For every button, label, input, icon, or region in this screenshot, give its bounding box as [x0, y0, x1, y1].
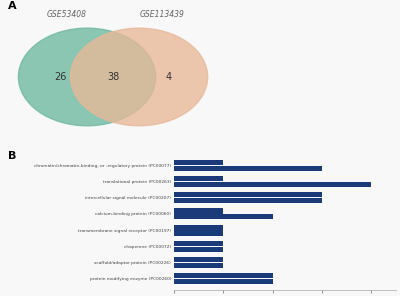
Bar: [174, 160, 223, 165]
Bar: [174, 279, 273, 284]
Circle shape: [70, 28, 208, 126]
Text: 26: 26: [54, 72, 66, 82]
Circle shape: [18, 28, 156, 126]
Bar: [174, 225, 223, 230]
Bar: [174, 263, 223, 268]
Text: GSE53408: GSE53408: [46, 10, 86, 19]
Bar: [174, 198, 322, 203]
Text: GSE113439: GSE113439: [140, 10, 184, 19]
Text: A: A: [8, 1, 17, 12]
Bar: [174, 165, 322, 171]
Bar: [174, 208, 223, 214]
Text: 38: 38: [107, 72, 119, 82]
Bar: [174, 214, 273, 219]
Bar: [174, 192, 322, 197]
Text: B: B: [8, 151, 16, 161]
Bar: [174, 273, 273, 279]
Bar: [174, 247, 223, 252]
Bar: [174, 176, 223, 181]
Text: 4: 4: [165, 72, 171, 82]
Bar: [174, 230, 223, 236]
Bar: [174, 182, 371, 187]
Bar: [174, 257, 223, 262]
Bar: [174, 241, 223, 246]
